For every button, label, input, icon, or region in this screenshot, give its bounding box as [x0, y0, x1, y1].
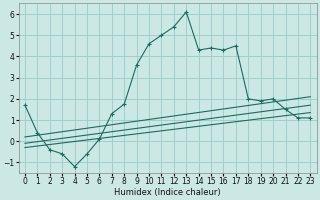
- X-axis label: Humidex (Indice chaleur): Humidex (Indice chaleur): [114, 188, 221, 197]
